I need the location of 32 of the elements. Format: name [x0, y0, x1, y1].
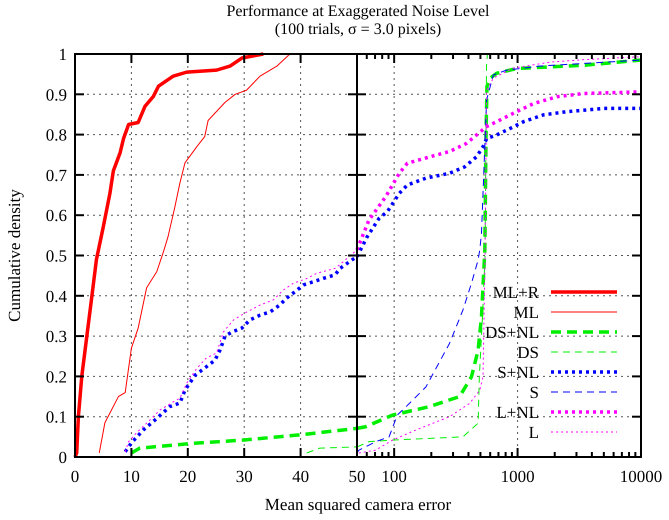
x-tick-label: 50 — [348, 467, 366, 486]
y-tick-label: 0.7 — [46, 166, 68, 185]
legend-label: DS+NL — [485, 323, 539, 342]
y-tick-label: 0.2 — [46, 367, 67, 386]
x-tick-label: 40 — [292, 467, 310, 486]
legend-label: DS — [517, 343, 539, 362]
x-axis-title: Mean squared camera error — [264, 495, 452, 514]
chart-subtitle: (100 trials, σ = 3.0 pixels) — [274, 21, 442, 38]
y-tick-label: 0 — [58, 448, 67, 467]
y-tick-label: 0.3 — [46, 327, 67, 346]
x-tick-label: 0 — [70, 467, 80, 486]
x-tick-label: 30 — [236, 467, 253, 486]
legend-label: ML+R — [492, 283, 540, 302]
y-tick-label: 0.8 — [46, 126, 67, 145]
y-axis-title: Cumulative density — [5, 188, 24, 322]
y-tick-label: 1 — [58, 45, 67, 64]
x-tick-label: 10000 — [620, 467, 662, 486]
y-tick-label: 0.9 — [46, 85, 67, 104]
legend-label: S — [530, 383, 539, 402]
chart-title: Performance at Exaggerated Noise Level — [226, 3, 490, 20]
x-tick-label: 20 — [179, 467, 196, 486]
y-tick-label: 0.5 — [46, 246, 67, 266]
legend-label: S+NL — [497, 363, 539, 382]
x-tick-label: 100 — [381, 467, 407, 486]
y-tick-label: 0.6 — [46, 206, 67, 226]
legend-label: L+NL — [496, 403, 539, 422]
y-tick-label: 0.4 — [46, 286, 68, 306]
x-tick-label: 1000 — [500, 467, 535, 486]
y-tick-label: 0.1 — [46, 408, 67, 427]
legend-label: L — [528, 423, 539, 442]
legend-label: ML — [514, 303, 539, 322]
x-tick-label: 10 — [122, 467, 140, 486]
